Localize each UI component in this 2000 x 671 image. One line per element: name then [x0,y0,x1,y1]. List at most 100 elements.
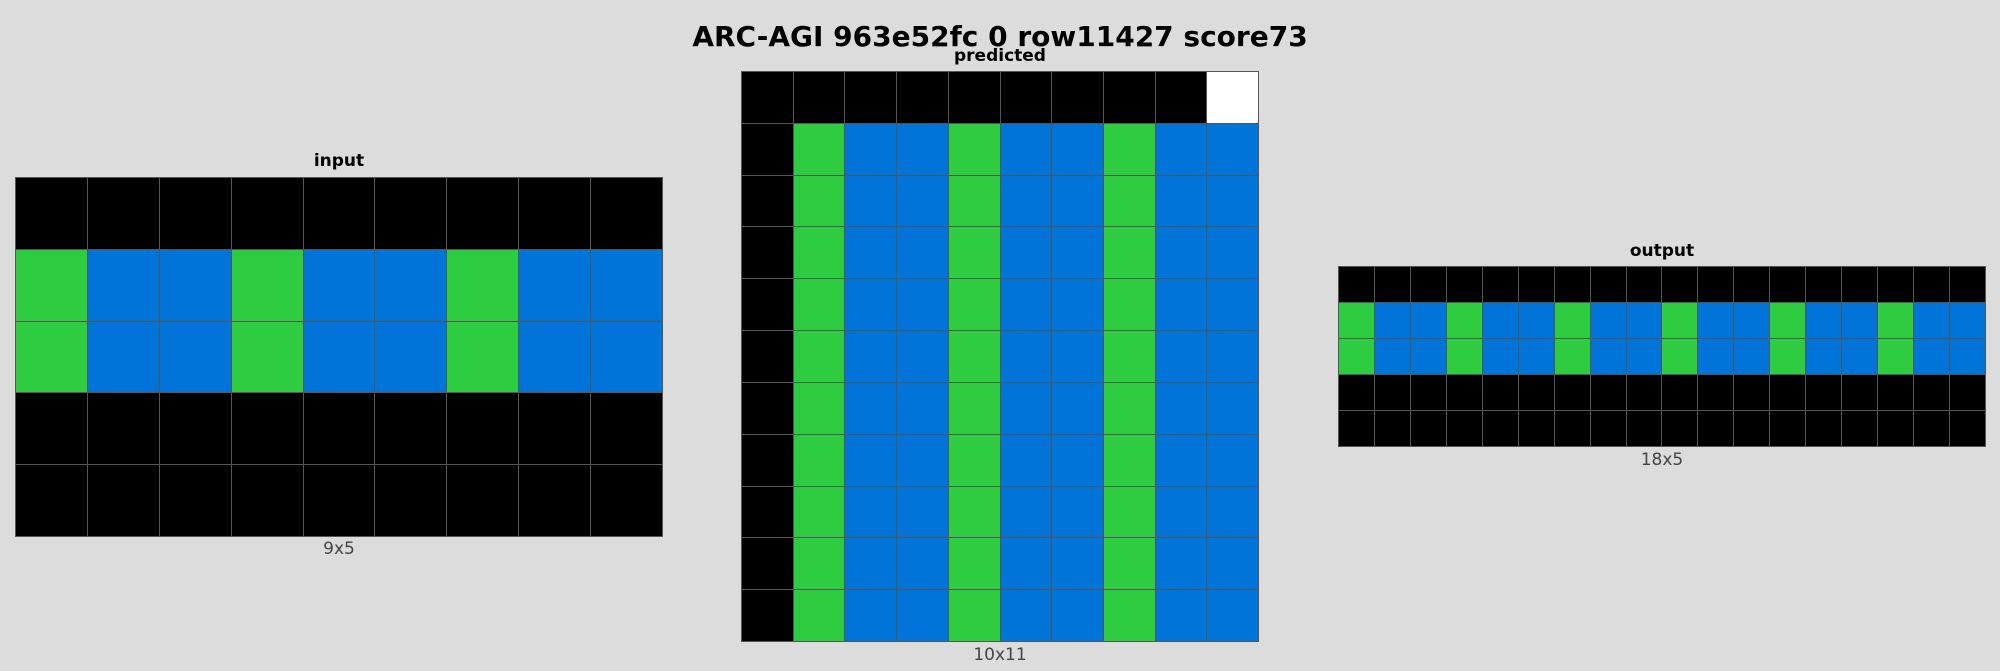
grid-cell [742,227,793,279]
grid-cell [897,434,948,486]
grid-cell [897,538,948,590]
grid-cell [1626,375,1662,410]
grid-cell [1207,382,1258,434]
grid-cell [742,72,793,123]
grid-cell [1052,227,1103,279]
grid-cell [1518,303,1554,338]
input-grid [15,177,663,537]
grid-cell [1842,303,1878,338]
input-title: input [313,151,365,171]
grid-cell [591,393,662,465]
grid-cell [948,434,1000,486]
grid-cell [1698,267,1734,302]
grid-cell [1207,227,1258,279]
grid-cell [948,486,1000,538]
grid-cell [1662,375,1698,410]
grid-cell [1000,227,1052,279]
grid-cell [1806,339,1842,374]
grid-cell [1052,590,1103,641]
grid-cell [1000,538,1052,590]
grid-cell [231,465,303,536]
grid-cell [303,321,375,393]
grid-cell [1950,267,1985,302]
grid-cell [1052,123,1103,175]
grid-cell [447,178,519,249]
grid-cell [87,249,159,321]
grid-cell [845,590,897,641]
grid-cell [1052,434,1103,486]
grid-cell [591,249,662,321]
grid-cell [1734,303,1770,338]
grid-cell [1590,339,1626,374]
grid-cell [948,331,1000,382]
grid-cell [793,175,845,227]
grid-cell [793,590,845,641]
grid-cell [1878,375,1914,410]
grid-cell [897,72,948,123]
output-title: output [1629,241,1695,261]
grid-cell [742,590,793,641]
grid-cell [1103,538,1155,590]
grid-cell [159,465,231,536]
grid-cell [845,279,897,331]
grid-cell [1103,331,1155,382]
grid-cell [1207,72,1258,123]
grid-cell [1052,331,1103,382]
grid-cell [1207,123,1258,175]
input-panel: input 9x5 [15,0,663,671]
grid-cell [1662,411,1698,446]
grid-cell [793,72,845,123]
grid-cell [1518,375,1554,410]
grid-cell [1410,303,1446,338]
grid-cell [87,321,159,393]
grid-cell [1518,339,1554,374]
grid-cell [1155,227,1207,279]
input-dims: 9x5 [323,539,355,559]
predicted-dims: 10x11 [973,645,1027,665]
grid-cell [1626,303,1662,338]
grid-cell [1482,375,1518,410]
grid-cell [375,393,447,465]
grid-cell [1339,411,1374,446]
grid-cell [303,249,375,321]
grid-cell [1000,72,1052,123]
grid-cell [1207,538,1258,590]
grid-cell [948,123,1000,175]
grid-cell [1914,303,1950,338]
grid-cell [793,538,845,590]
grid-cell [1770,411,1806,446]
grid-cell [1000,175,1052,227]
grid-cell [591,465,662,536]
grid-cell [1662,339,1698,374]
grid-cell [897,382,948,434]
grid-cell [845,382,897,434]
grid-cell [375,321,447,393]
grid-cell [793,434,845,486]
grid-cell [87,393,159,465]
grid-cell [742,175,793,227]
grid-cell [1000,123,1052,175]
grid-cell [948,72,1000,123]
grid-cell [1626,411,1662,446]
grid-cell [1590,303,1626,338]
grid-cell [519,465,591,536]
grid-cell [231,249,303,321]
grid-cell [375,465,447,536]
grid-cell [1482,339,1518,374]
grid-cell [1000,279,1052,331]
grid-cell [742,331,793,382]
grid-cell [1914,339,1950,374]
grid-cell [1155,434,1207,486]
grid-cell [1052,486,1103,538]
grid-cell [1554,267,1590,302]
grid-cell [1103,123,1155,175]
grid-cell [1482,411,1518,446]
grid-cell [159,393,231,465]
grid-cell [1806,411,1842,446]
grid-cell [1207,486,1258,538]
predicted-grid [741,71,1259,642]
grid-cell [1410,339,1446,374]
grid-cell [1000,382,1052,434]
grid-cell [1446,411,1482,446]
grid-cell [793,227,845,279]
